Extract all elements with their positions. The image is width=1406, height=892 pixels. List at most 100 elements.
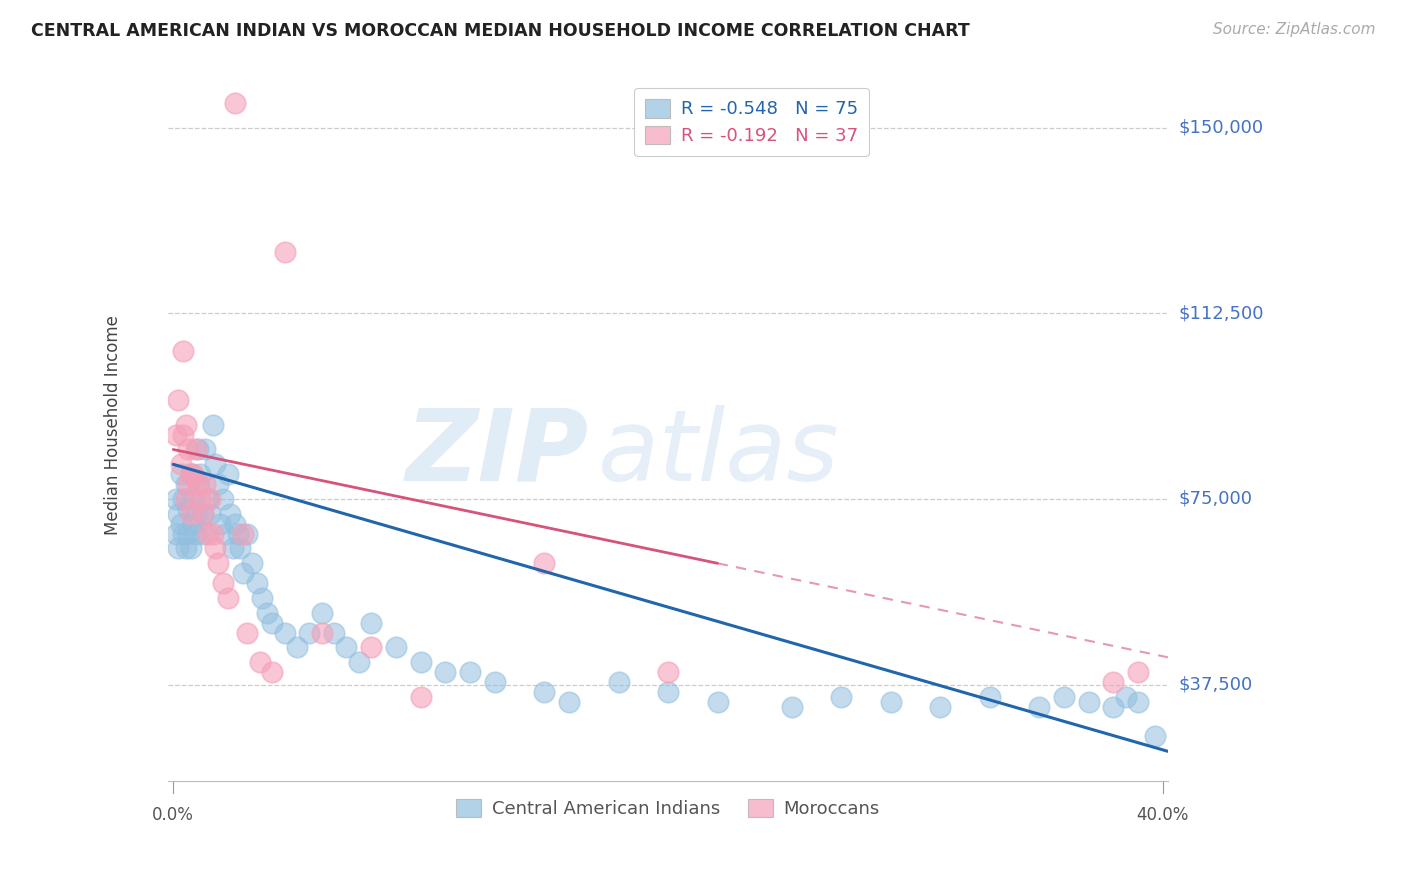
Point <box>172 427 194 442</box>
Point <box>1128 665 1150 680</box>
Point <box>256 606 278 620</box>
Text: $150,000: $150,000 <box>1180 119 1264 136</box>
Point <box>214 526 236 541</box>
Point <box>409 655 432 669</box>
Point <box>347 655 370 669</box>
Point <box>1102 699 1125 714</box>
Point <box>385 640 408 655</box>
Point <box>246 576 269 591</box>
Point <box>217 467 239 482</box>
Point <box>204 458 226 472</box>
Text: Source: ZipAtlas.com: Source: ZipAtlas.com <box>1212 22 1375 37</box>
Point <box>207 477 229 491</box>
Point <box>221 541 243 556</box>
Point <box>434 665 457 680</box>
Point <box>190 467 212 482</box>
Point <box>172 491 194 506</box>
Point <box>229 541 252 556</box>
Point <box>929 699 952 714</box>
Point <box>187 477 209 491</box>
Point <box>165 427 187 442</box>
Point <box>200 491 222 506</box>
Point <box>706 695 728 709</box>
Point <box>187 477 209 491</box>
Point <box>177 501 200 516</box>
Point <box>194 442 217 457</box>
Legend: Central American Indians, Moroccans: Central American Indians, Moroccans <box>449 791 887 825</box>
Text: Median Household Income: Median Household Income <box>104 315 122 534</box>
Point <box>197 491 219 506</box>
Point <box>180 467 202 482</box>
Point <box>242 556 264 570</box>
Point <box>1144 730 1167 744</box>
Text: atlas: atlas <box>598 405 839 502</box>
Point <box>174 491 197 506</box>
Point <box>484 675 506 690</box>
Point <box>174 417 197 432</box>
Text: $37,500: $37,500 <box>1180 675 1253 693</box>
Point <box>209 516 232 531</box>
Point <box>200 507 222 521</box>
Point <box>211 576 233 591</box>
Point <box>187 442 209 457</box>
Point <box>184 442 207 457</box>
Point <box>219 507 242 521</box>
Point <box>1128 695 1150 709</box>
Point <box>177 442 200 457</box>
Point <box>360 640 382 655</box>
Point <box>165 491 187 506</box>
Point <box>262 665 284 680</box>
Point <box>236 526 259 541</box>
Point <box>204 541 226 556</box>
Point <box>201 417 224 432</box>
Point <box>177 477 200 491</box>
Point <box>167 392 190 407</box>
Point <box>1102 675 1125 690</box>
Point <box>201 526 224 541</box>
Point <box>207 556 229 570</box>
Point <box>830 690 852 704</box>
Point <box>311 606 333 620</box>
Point <box>172 343 194 358</box>
Point <box>1028 699 1050 714</box>
Point <box>323 625 346 640</box>
Point <box>780 699 803 714</box>
Point <box>226 526 249 541</box>
Point <box>1077 695 1099 709</box>
Point <box>252 591 274 605</box>
Point <box>558 695 581 709</box>
Point <box>231 526 253 541</box>
Point <box>231 566 253 581</box>
Point <box>174 477 197 491</box>
Point <box>657 685 679 699</box>
Point <box>181 467 204 482</box>
Point <box>409 690 432 704</box>
Point <box>533 685 555 699</box>
Text: 40.0%: 40.0% <box>1136 805 1189 823</box>
Point <box>262 615 284 630</box>
Point <box>533 556 555 570</box>
Point <box>298 625 321 640</box>
Point <box>311 625 333 640</box>
Point <box>180 467 202 482</box>
Point <box>174 541 197 556</box>
Point <box>191 507 214 521</box>
Point <box>172 526 194 541</box>
Point <box>285 640 308 655</box>
Point <box>979 690 1001 704</box>
Point <box>190 491 212 506</box>
Point <box>273 244 295 259</box>
Point <box>184 526 207 541</box>
Point <box>360 615 382 630</box>
Point <box>211 491 233 506</box>
Point <box>273 625 295 640</box>
Point <box>197 526 219 541</box>
Point <box>224 516 246 531</box>
Point <box>191 507 214 521</box>
Point <box>1115 690 1137 704</box>
Point <box>181 491 204 506</box>
Point <box>657 665 679 680</box>
Point <box>184 507 207 521</box>
Point <box>458 665 481 680</box>
Point <box>224 96 246 111</box>
